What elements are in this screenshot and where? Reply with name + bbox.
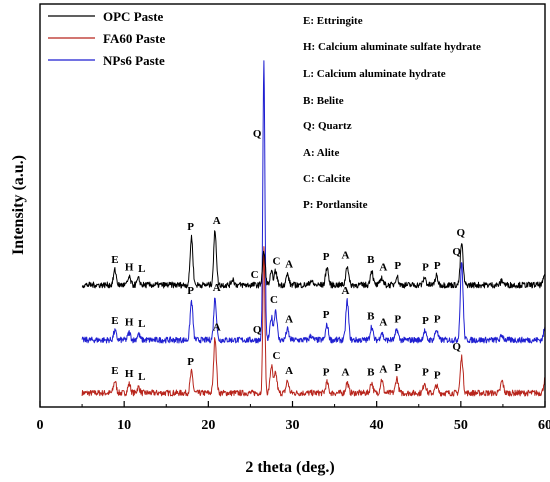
phase-key-item: E: Ettringite [303, 15, 363, 27]
peak-label: P [422, 315, 429, 327]
x-axis-title: 2 theta (deg.) [245, 459, 334, 476]
x-tick-label: 10 [117, 418, 131, 433]
peak-label: A [213, 282, 221, 294]
series-line-2 [81, 60, 546, 344]
x-tick-label: 0 [37, 418, 44, 433]
peak-label: L [138, 263, 145, 275]
peak-label: B [367, 367, 375, 379]
peak-label: P [422, 262, 429, 274]
phase-key-item: B: Belite [303, 95, 344, 107]
peak-label: P [323, 367, 330, 379]
peak-label: A [379, 364, 387, 376]
legend-label-nps6: NPs6 Paste [103, 53, 165, 68]
peak-label: E [111, 315, 118, 327]
peak-label: A [342, 285, 350, 297]
peak-label: A [285, 259, 293, 271]
phase-key-item: Q: Quartz [303, 120, 352, 132]
phase-key-item: P: Portlansite [303, 199, 368, 211]
peak-label: L [138, 318, 145, 330]
peak-label: A [379, 262, 387, 274]
peak-label: P [434, 370, 441, 382]
x-tick-label: 50 [454, 418, 468, 433]
y-axis-title: Intensity (a.u.) [10, 155, 27, 255]
phase-key-item: C: Calcite [303, 173, 350, 185]
legend-label-fa60: FA60 Paste [103, 31, 165, 46]
peak-label: C [273, 256, 281, 268]
peak-label: P [323, 309, 330, 321]
peak-label: A [285, 314, 293, 326]
phase-key: E: Ettringite H: Calcium aluminate sulfa… [303, 15, 481, 211]
peak-label: A [213, 215, 221, 227]
series-line-0 [81, 230, 546, 289]
peak-label: E [111, 254, 118, 266]
peak-label: P [422, 367, 429, 379]
peak-label: B [367, 311, 375, 323]
series-layer [81, 60, 546, 397]
peak-label: H [125, 317, 134, 329]
x-tick-label: 60 [538, 418, 550, 433]
peak-label: P [434, 314, 441, 326]
peak-label: P [323, 251, 330, 263]
peak-label: Q [452, 341, 461, 353]
peak-label: A [213, 322, 221, 334]
peak-label: P [187, 221, 194, 233]
phase-key-item: A: Alite [303, 147, 339, 159]
x-axis-ticks: 0 10 20 30 40 50 60 [37, 401, 550, 433]
peak-label: E [111, 365, 118, 377]
peak-label: A [342, 367, 350, 379]
peak-label: P [394, 362, 401, 374]
peak-label: Q [253, 324, 262, 336]
peak-label: Q [457, 227, 466, 239]
x-tick-label: 20 [201, 418, 215, 433]
peak-label: P [394, 314, 401, 326]
phase-key-item: H: Calcium aluminate sulfate hydrate [303, 41, 481, 53]
peak-label: Q [253, 128, 262, 140]
peak-label: P [394, 260, 401, 272]
legend-label-opc: OPC Paste [103, 9, 164, 24]
peak-label: P [187, 285, 194, 297]
peak-label: C [251, 269, 259, 281]
peak-label: A [342, 250, 350, 262]
series-line-1 [81, 246, 546, 397]
phase-key-item: L: Calcium aluminate hydrate [303, 68, 446, 80]
legend: OPC Paste FA60 Paste NPs6 Paste [48, 9, 165, 68]
peak-label: A [285, 365, 293, 377]
peak-label: L [138, 371, 145, 383]
peak-label: Q [452, 246, 461, 258]
x-tick-label: 30 [286, 418, 300, 433]
peak-label: B [367, 254, 375, 266]
peak-label: H [125, 262, 134, 274]
peak-label: P [187, 356, 194, 368]
peak-label: P [434, 260, 441, 272]
peak-label: C [270, 294, 278, 306]
x-tick-label: 40 [370, 418, 384, 433]
peak-label: H [125, 368, 134, 380]
peak-label: A [379, 317, 387, 329]
peak-label: C [273, 350, 281, 362]
